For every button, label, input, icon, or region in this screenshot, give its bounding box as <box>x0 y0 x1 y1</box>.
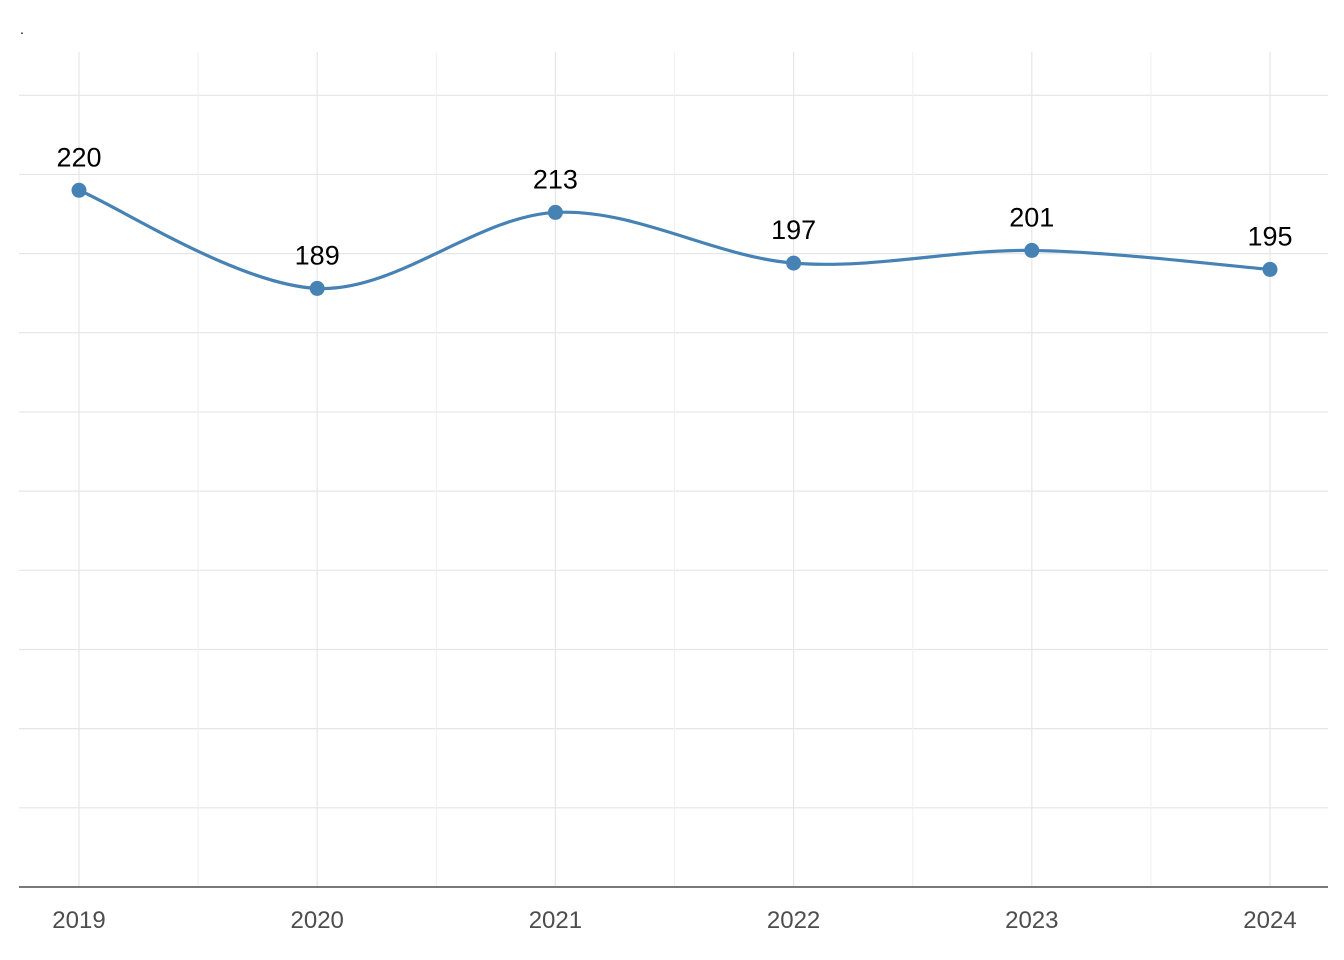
data-point <box>547 204 563 220</box>
data-point <box>71 182 87 198</box>
x-tick-label: 2024 <box>1243 907 1296 934</box>
data-label: 189 <box>295 240 340 270</box>
x-tick-label: 2020 <box>291 907 344 934</box>
data-label: 197 <box>771 215 816 245</box>
series-layer <box>71 182 1278 296</box>
x-tick-label: 2021 <box>529 907 582 934</box>
data-label: 195 <box>1247 221 1292 251</box>
x-tick-label: 2022 <box>767 907 820 934</box>
data-point <box>1024 242 1040 258</box>
data-point <box>786 255 802 271</box>
data-label: 201 <box>1009 202 1054 232</box>
chart-title: . <box>20 21 24 37</box>
data-point <box>1262 261 1278 277</box>
data-label: 220 <box>56 142 101 172</box>
series-line <box>77 188 1272 291</box>
data-label-layer: 220 189 213 197 201 195 <box>56 142 1292 270</box>
x-tick-label: 2023 <box>1005 907 1058 934</box>
axis-layer: 2019 2020 2021 2022 2023 2024 <box>19 886 1328 934</box>
data-point <box>309 280 325 296</box>
data-label: 213 <box>533 164 578 194</box>
grid-layer <box>19 52 1328 887</box>
x-tick-label: 2019 <box>52 907 105 934</box>
